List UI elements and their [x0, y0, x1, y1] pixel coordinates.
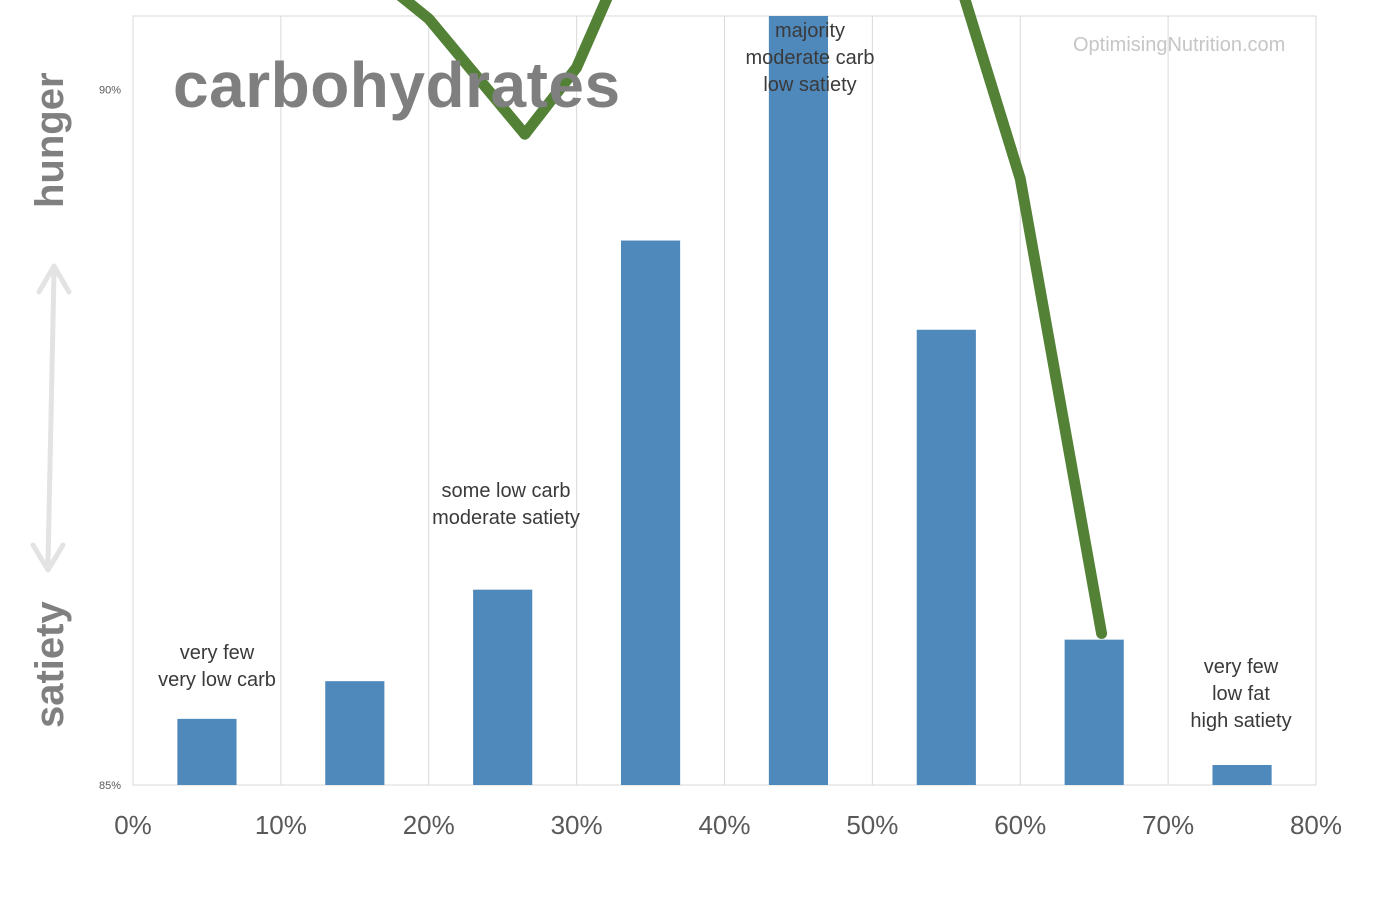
bar-series — [177, 16, 1272, 786]
x-tick-labels: 0% 10% 20% 30% 40% 50% 60% 70% 80% — [114, 810, 1342, 840]
annotation-line: very few — [179, 642, 255, 664]
x-tick-label: 50% — [846, 810, 898, 840]
bar — [916, 329, 976, 785]
bar — [1212, 765, 1272, 785]
y-tick-label: 90% — [99, 85, 121, 97]
annotation-line: high satiety — [1190, 710, 1292, 732]
y-axis-label-hunger: hunger — [28, 72, 72, 208]
y-tick-label: 85% — [99, 780, 121, 792]
bar — [473, 589, 533, 785]
x-tick-label: 0% — [114, 810, 152, 840]
x-tick-label: 10% — [255, 810, 307, 840]
x-tick-label: 70% — [1142, 810, 1194, 840]
annotation-low-carb: some low carb moderate satiety — [406, 478, 606, 532]
annotation-line: majority — [774, 20, 845, 42]
annotation-line: some low carb — [441, 480, 571, 502]
annotation-line: low satiety — [763, 74, 857, 96]
x-tick-label: 20% — [403, 810, 455, 840]
bar — [1064, 639, 1124, 785]
annotation-majority: majority moderate carb low satiety — [710, 18, 910, 99]
chart-title: carbohydrates — [173, 49, 621, 121]
annotation-line: very few — [1203, 656, 1279, 678]
annotation-line: moderate satiety — [432, 507, 580, 529]
bar — [768, 16, 829, 785]
hunger-satiety-arrow-icon — [30, 263, 72, 573]
annotation-very-low-carb: very few very low carb — [137, 640, 297, 694]
annotation-low-fat: very few low fat high satiety — [1161, 654, 1321, 735]
x-tick-label: 80% — [1290, 810, 1342, 840]
y-axis-label-satiety: satiety — [28, 601, 72, 728]
bar — [620, 240, 681, 786]
bar — [177, 718, 237, 785]
gridlines — [132, 15, 1317, 786]
annotation-line: moderate carb — [745, 47, 875, 69]
annotation-line: very low carb — [158, 669, 276, 691]
annotation-line: low fat — [1212, 683, 1270, 705]
watermark: OptimisingNutrition.com — [1073, 34, 1286, 56]
bar — [325, 681, 385, 785]
x-tick-label: 40% — [698, 810, 750, 840]
x-tick-label: 60% — [994, 810, 1046, 840]
x-tick-label: 30% — [551, 810, 603, 840]
y-tick-labels: 85% 90% — [99, 85, 121, 792]
